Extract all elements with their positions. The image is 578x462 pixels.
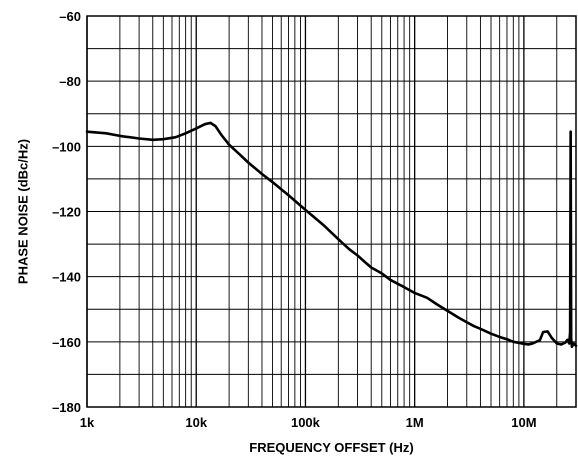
y-tick-label: –80 — [59, 74, 81, 89]
y-axis-title: PHASE NOISE (dBc/Hz) — [15, 139, 30, 284]
y-tick-label: –180 — [52, 400, 81, 415]
series-line-phase-noise — [85, 121, 578, 349]
y-tick-label: –140 — [52, 270, 81, 285]
x-tick-label: 1M — [406, 415, 424, 430]
y-tick-label: –100 — [52, 139, 81, 154]
y-tick-label: –160 — [52, 335, 81, 350]
grid-lines — [86, 15, 577, 408]
x-tick-label: 10M — [511, 415, 536, 430]
x-axis-title: FREQUENCY OFFSET (Hz) — [249, 440, 413, 455]
x-tick-label: 1k — [80, 415, 95, 430]
x-tick-label: 10k — [185, 415, 207, 430]
y-tick-label: –60 — [59, 9, 81, 24]
y-tick-labels: –60 –80 –100 –120 –140 –160 –180 — [52, 9, 81, 415]
x-tick-label: 100k — [291, 415, 321, 430]
plot-frame — [86, 15, 577, 408]
y-tick-label: –120 — [52, 205, 81, 220]
x-tick-labels: 1k 10k 100k 1M 10M — [80, 415, 537, 430]
